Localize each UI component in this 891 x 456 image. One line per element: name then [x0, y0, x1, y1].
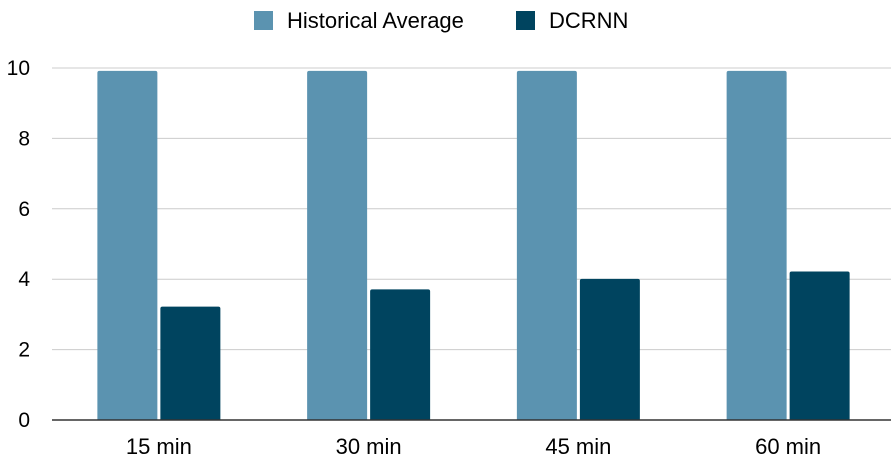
x-tick-label: 45 min [545, 434, 611, 456]
y-tick-label: 4 [18, 268, 30, 291]
bar-dcrnn-30-min [370, 289, 431, 420]
y-axis-ticks: 0 2 4 6 8 10 [7, 57, 31, 432]
bar-dcrnn-45-min [579, 278, 640, 420]
y-tick-label: 8 [18, 127, 30, 150]
x-tick-label: 60 min [755, 434, 821, 456]
bar-dcrnn-15-min [160, 306, 221, 420]
bar-dcrnn-60-min [789, 271, 850, 420]
x-tick-label: 15 min [126, 434, 192, 456]
bar-historical-average-15-min [97, 70, 158, 420]
bar-historical-average-45-min [516, 70, 577, 420]
legend-label: DCRNN [549, 8, 628, 33]
x-tick-label: 30 min [336, 434, 402, 456]
bar-historical-average-60-min [726, 70, 787, 420]
legend-swatch-historical-average [254, 11, 273, 30]
y-tick-label: 10 [7, 57, 30, 80]
legend-swatch-dcrnn [516, 11, 535, 30]
y-tick-label: 6 [18, 198, 30, 221]
legend-label: Historical Average [287, 8, 464, 33]
y-tick-label: 2 [18, 339, 30, 362]
bar-historical-average-30-min [307, 70, 368, 420]
legend: Historical Average DCRNN [254, 8, 628, 33]
x-axis: 15 min 30 min 45 min 60 min [52, 419, 891, 456]
bars [97, 70, 850, 420]
y-tick-label: 0 [18, 409, 30, 432]
